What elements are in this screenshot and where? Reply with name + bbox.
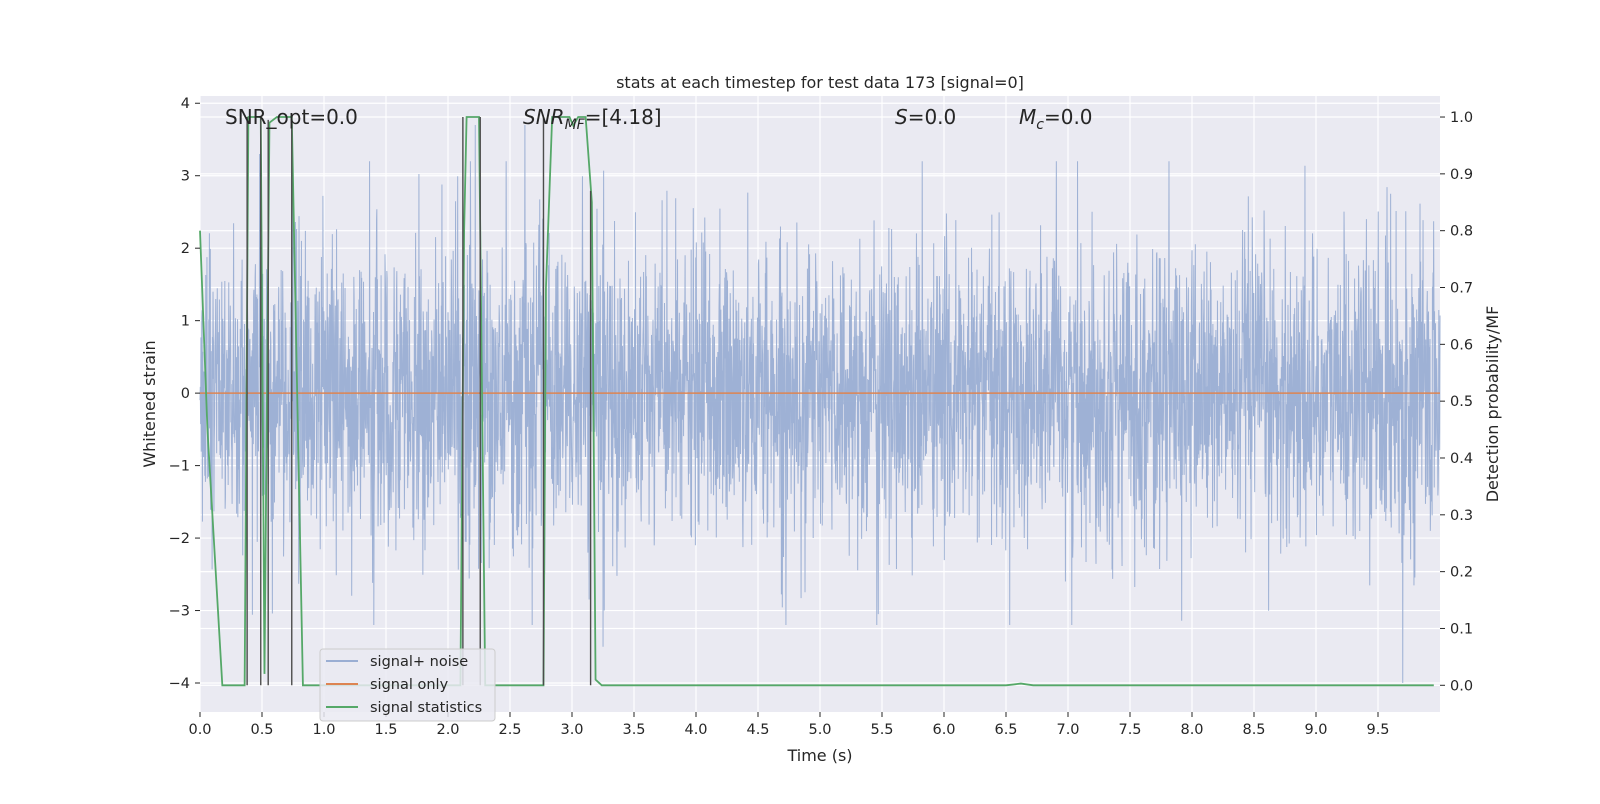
y-tick-label-right: 0.6 (1450, 337, 1473, 353)
x-tick-label: 0.0 (188, 722, 211, 738)
snr-mf-symbol: SNR (523, 105, 565, 129)
x-tick-label: 4.5 (746, 722, 769, 738)
x-tick-label: 0.5 (250, 722, 273, 738)
legend-label-statistics: signal statistics (370, 700, 482, 716)
y-tick-label-left: 2 (181, 241, 190, 257)
annotation-s: S=0.0 (895, 105, 956, 129)
y-axis-label-right: Detection probability/MF (1483, 306, 1502, 503)
x-tick-label: 3.5 (622, 722, 645, 738)
x-tick-label: 1.5 (374, 722, 397, 738)
y-tick-label-right: 0.0 (1450, 678, 1473, 694)
y-tick-label-right: 0.5 (1450, 394, 1473, 410)
x-tick-label: 5.5 (870, 722, 893, 738)
snr-mf-subscript: MF (565, 117, 586, 133)
y-tick-label-right: 0.9 (1450, 167, 1473, 183)
y-tick-label-right: 0.4 (1450, 451, 1473, 467)
y-tick-label-left: −2 (169, 531, 190, 547)
y-tick-label-left: −1 (169, 459, 190, 475)
s-symbol: S (895, 105, 908, 129)
y-tick-label-left: −3 (169, 604, 190, 620)
annotation-mc: Mc=0.0 (1019, 105, 1093, 133)
mc-value: =0.0 (1044, 105, 1093, 129)
x-tick-label: 6.0 (932, 722, 955, 738)
y-tick-label-right: 0.3 (1450, 508, 1473, 524)
x-axis-label: Time (s) (786, 746, 852, 765)
y-tick-label-left: 1 (181, 314, 190, 330)
legend: signal+ noise signal only signal statist… (319, 648, 496, 722)
x-tick-label: 7.5 (1118, 722, 1141, 738)
y-axis-label-left: Whitened strain (140, 340, 159, 467)
y-tick-label-right: 1.0 (1450, 110, 1473, 126)
annotation-snr-mf: SNRMF=[4.18] (523, 105, 662, 133)
series-signal-statistics (199, 116, 1434, 687)
series-signal-plus-noise (199, 124, 1441, 684)
annotation-snr-opt: SNR_opt=0.0 (225, 105, 358, 129)
x-tick-label: 7.0 (1056, 722, 1079, 738)
x-tick-label: 5.0 (808, 722, 831, 738)
y-tick-label-right: 0.7 (1450, 281, 1473, 297)
x-tick-label: 8.0 (1180, 722, 1203, 738)
y-tick-label-right: 0.8 (1450, 224, 1473, 240)
legend-label-noise: signal+ noise (370, 654, 468, 670)
x-tick-label: 2.5 (498, 722, 521, 738)
x-tick-label: 1.0 (312, 722, 335, 738)
y-tick-label-left: 3 (181, 169, 190, 185)
ticks: 0.0 0.5 1.0 1.5 2.0 2.5 3.0 3.5 4.0 4.5 5.0 5.5 6.0 6… (169, 96, 1473, 738)
y-tick-label-left: −4 (169, 676, 190, 692)
x-tick-label: 6.5 (994, 722, 1017, 738)
legend-label-signal: signal only (370, 677, 449, 693)
x-tick-label: 8.5 (1242, 722, 1265, 738)
y-tick-label-right: 0.2 (1450, 565, 1473, 581)
y-tick-label-left: 4 (181, 96, 190, 112)
snr-mf-value: =[4.18] (585, 105, 662, 129)
mc-symbol: M (1019, 105, 1036, 129)
x-tick-label: 4.0 (684, 722, 707, 738)
x-tick-label: 3.0 (560, 722, 583, 738)
chart-title: stats at each timestep for test data 173… (616, 73, 1024, 92)
x-tick-label: 2.0 (436, 722, 459, 738)
x-tick-label: 9.5 (1366, 722, 1389, 738)
s-value: =0.0 (908, 105, 957, 129)
mc-subscript: c (1036, 117, 1044, 133)
series-layer (199, 116, 1441, 687)
legend-box (319, 648, 496, 722)
x-tick-label: 9.0 (1304, 722, 1327, 738)
y-tick-label-left: 0 (181, 386, 190, 402)
y-tick-label-right: 0.1 (1450, 621, 1473, 637)
